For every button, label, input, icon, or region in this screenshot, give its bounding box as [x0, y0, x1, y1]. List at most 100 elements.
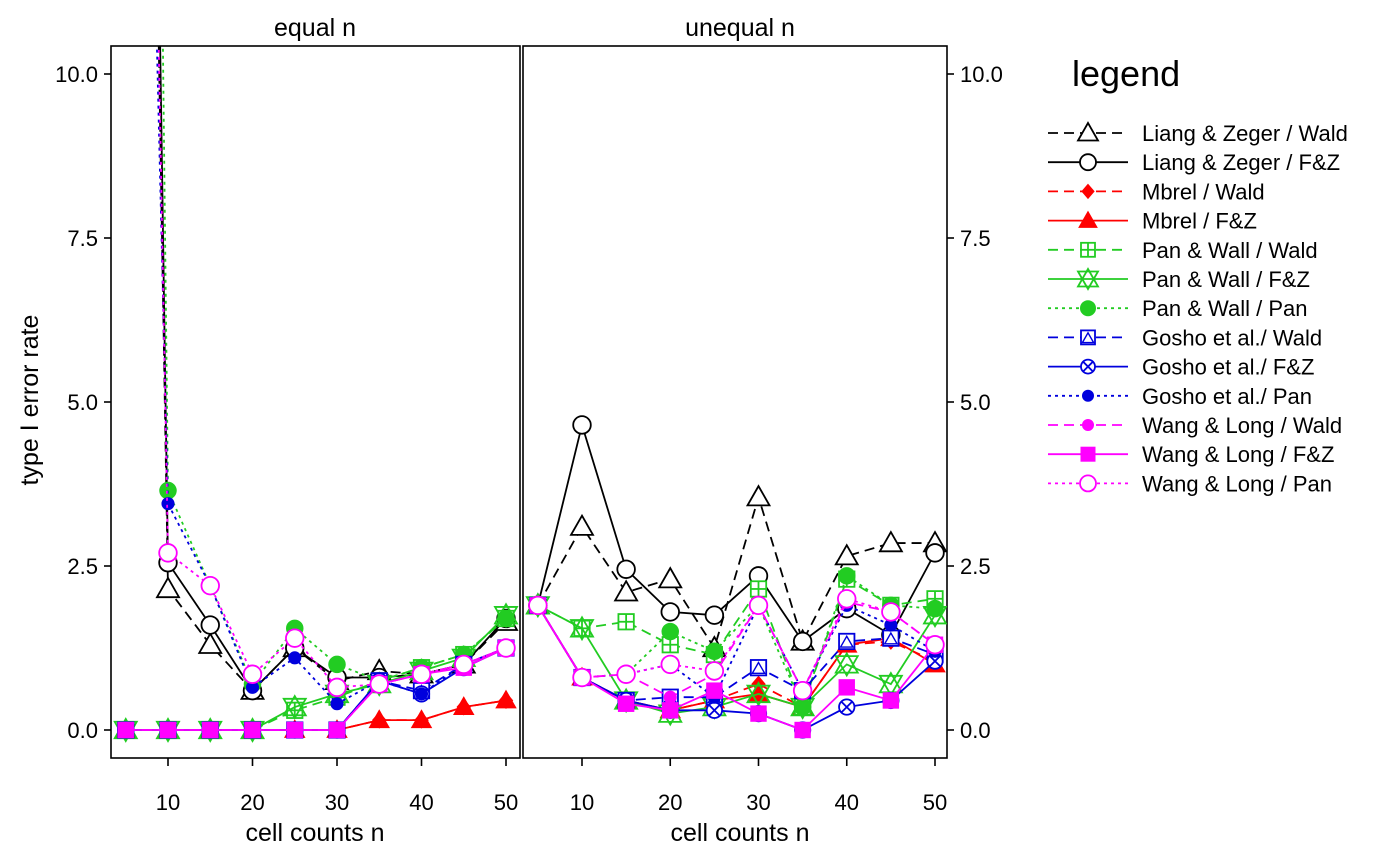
x-tick-label: 30: [325, 790, 349, 815]
marker-dot: [663, 690, 677, 704]
legend-item-pan-wall-wald: Pan & Wall / Wald: [1048, 238, 1318, 263]
series-line: [125, 647, 507, 731]
series-line: [162, 46, 507, 686]
marker-triangle: [1078, 210, 1098, 228]
marker-square: [202, 721, 219, 739]
x-tick-label: 50: [494, 790, 518, 815]
marker-star-up: [834, 651, 860, 674]
marker-triangle: [452, 696, 475, 715]
marker-circle: [704, 605, 725, 625]
marker-star-down: [282, 697, 308, 720]
panel-unequal-frame: [522, 45, 948, 759]
marker-circle: [158, 543, 178, 563]
marker-circle: [926, 599, 944, 618]
marker-dot: [1082, 389, 1094, 402]
y-tick-label-left: 5.0: [67, 390, 98, 415]
marker-star-up: [569, 615, 595, 638]
marker-circle: [660, 654, 680, 675]
marker-star-down: [1076, 270, 1100, 291]
marker-circle: [661, 622, 679, 641]
marker-square-triangle: [1080, 329, 1096, 346]
series-line: [125, 647, 507, 731]
marker-triangle: [834, 543, 860, 566]
marker-triangle: [155, 576, 181, 599]
marker-circle: [660, 602, 680, 622]
legend-label: Gosho et al./ F&Z: [1142, 355, 1314, 380]
marker-circle: [793, 698, 812, 716]
marker-circle: [837, 589, 857, 609]
legend-title: legend: [1072, 53, 1180, 94]
marker-circle: [925, 543, 945, 563]
legend-label: Gosho et al./ Wald: [1142, 325, 1322, 350]
series-liang-zeger-f-z: [158, 46, 516, 701]
marker-circle: [705, 642, 724, 661]
legend-label: Wang & Long / Wald: [1142, 413, 1342, 438]
legend-item-liang-zeger-f-z: Liang & Zeger / F&Z: [1048, 150, 1340, 175]
y-tick-label-right: 2.5: [960, 554, 991, 579]
marker-dot: [414, 687, 429, 701]
marker-circle: [328, 655, 346, 674]
x-tick-label: 10: [156, 790, 180, 815]
marker-square: [838, 679, 855, 696]
legend-label: Pan & Wall / F&Z: [1142, 267, 1310, 292]
marker-star-down: [569, 619, 595, 642]
series-unequal-n: [525, 415, 947, 739]
series-equal-n: [113, 46, 519, 743]
series-line: [537, 604, 936, 731]
marker-circle: [792, 680, 813, 701]
y-tick-label-left: 0.0: [67, 718, 98, 743]
marker-x-b: [708, 704, 721, 717]
marker-x-b: [840, 700, 853, 714]
legend-label: Pan & Wall / Wald: [1142, 238, 1318, 263]
marker-square: [794, 721, 811, 739]
series-line: [125, 647, 507, 731]
marker-circle: [411, 664, 432, 684]
legend: Liang & Zeger / Wald Liang & Zeger / F&Z M…: [1048, 121, 1348, 496]
legend-label: Wang & Long / F&Z: [1142, 442, 1334, 467]
series-wang-long-f-z: [529, 597, 944, 739]
marker-circle: [1080, 300, 1096, 317]
marker-circle: [285, 628, 305, 648]
x-tick-label: 30: [746, 790, 770, 815]
y-tick-label-left: 7.5: [67, 226, 98, 251]
marker-circle: [925, 635, 945, 655]
legend-item-pan-wall-f-z: Pan & Wall / F&Z: [1048, 267, 1310, 292]
series-line: [159, 46, 507, 693]
x-tick-label: 40: [835, 790, 859, 815]
series-wang-long-pan: [528, 589, 945, 701]
marker-square: [706, 682, 723, 699]
series-line: [537, 421, 936, 643]
marker-circle: [454, 654, 474, 675]
legend-item-gosho-et-al-wald: Gosho et al./ Wald: [1048, 325, 1322, 350]
marker-circle: [242, 664, 263, 684]
legend-label: Liang & Zeger / F&Z: [1142, 150, 1340, 175]
marker-inner-triangle: [883, 631, 899, 645]
marker-square: [328, 721, 346, 739]
legend-item-wang-long-wald: Wang & Long / Wald: [1048, 413, 1342, 438]
marker-circle: [1079, 153, 1097, 172]
marker-circle: [369, 674, 389, 694]
series-line: [537, 597, 936, 693]
legend-label: Wang & Long / Pan: [1142, 471, 1332, 496]
marker-dot: [330, 697, 344, 711]
x-tick-label: 20: [658, 790, 682, 815]
series-line: [537, 604, 936, 702]
x-tick-label: 50: [923, 790, 947, 815]
series-gosho-et-al-pan: [155, 46, 513, 711]
marker-inner-triangle: [1081, 331, 1095, 344]
marker-square-triangle: [749, 659, 768, 677]
marker-triangle: [613, 579, 639, 602]
legend-label: Mbrel / Wald: [1142, 179, 1265, 204]
panel-equal-title: equal n: [274, 14, 356, 42]
legend-item-gosho-et-al-pan: Gosho et al./ Pan: [1048, 384, 1312, 409]
legend-label: Pan & Wall / Pan: [1142, 296, 1307, 321]
series-line: [537, 493, 935, 651]
legend-item-gosho-et-al-f-z: Gosho et al./ F&Z: [1048, 355, 1314, 380]
marker-circle: [200, 575, 220, 596]
x-tick-label: 40: [409, 790, 433, 815]
marker-circle: [792, 631, 813, 652]
series-pan-wall-pan: [159, 46, 515, 693]
marker-triangle: [368, 709, 391, 729]
marker-square: [159, 721, 177, 739]
